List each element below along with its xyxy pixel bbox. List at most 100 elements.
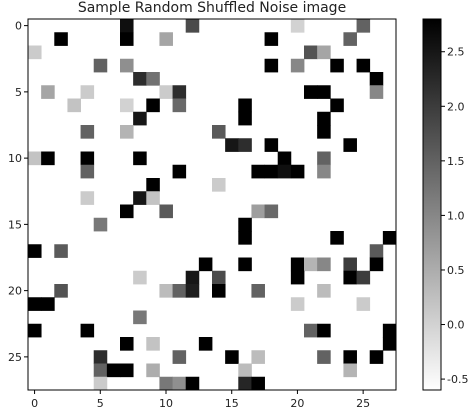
- heatmap-cell: [343, 138, 357, 152]
- colorbar: [422, 18, 442, 391]
- heatmap-cell: [238, 363, 252, 378]
- heatmap-cell: [369, 244, 384, 258]
- heatmap-cell: [290, 270, 305, 285]
- heatmap-cell: [120, 337, 134, 351]
- heatmap-cell: [238, 231, 252, 245]
- y-tick-label: 15: [8, 218, 22, 231]
- heatmap-cell: [67, 98, 81, 113]
- y-tick-label: 0: [15, 20, 22, 33]
- colorbar-tick-label: 0.5: [447, 264, 465, 277]
- heatmap-cell: [198, 257, 213, 272]
- heatmap-cell: [54, 284, 68, 298]
- heatmap-cell: [251, 376, 265, 391]
- heatmap-cell: [343, 350, 357, 364]
- heatmap-cell: [251, 204, 265, 219]
- heatmap-cell: [330, 58, 344, 73]
- heatmap-cell: [264, 138, 279, 152]
- heatmap-cell: [343, 32, 357, 46]
- heatmap-cell: [93, 376, 108, 391]
- heatmap-cell: [120, 363, 134, 378]
- heatmap-cell: [146, 363, 160, 378]
- heatmap-cell: [238, 217, 252, 232]
- heatmap-cell: [317, 284, 331, 298]
- heatmap-cell: [172, 284, 187, 298]
- heatmap-cell: [264, 32, 279, 46]
- heatmap-cell: [238, 138, 252, 152]
- colorbar-tick-label: 1.0: [447, 209, 465, 222]
- heatmap-cell: [185, 376, 200, 391]
- heatmap-cell: [133, 310, 147, 325]
- heatmap-cell: [120, 125, 134, 139]
- heatmap-cell: [28, 151, 42, 166]
- heatmap-cell: [120, 32, 134, 46]
- heatmap-cell: [146, 98, 160, 113]
- heatmap-cell: [356, 270, 371, 285]
- heatmap-cell: [159, 32, 173, 46]
- heatmap-cell: [212, 284, 226, 298]
- heatmap-cell: [185, 19, 200, 33]
- y-tick-label: 20: [8, 285, 22, 298]
- heatmap-cell: [317, 164, 331, 179]
- heatmap-cell: [28, 45, 42, 60]
- heatmap-cell: [185, 270, 200, 285]
- heatmap-cell: [382, 323, 397, 338]
- heatmap-cell: [133, 191, 147, 205]
- heatmap-cell: [133, 111, 147, 126]
- heatmap-cell: [382, 231, 397, 245]
- heatmap-cell: [120, 19, 134, 33]
- heatmap-cell: [41, 151, 55, 166]
- heatmap-cell: [356, 58, 371, 73]
- heatmap-cell: [93, 363, 108, 378]
- heatmap-cell: [317, 257, 331, 272]
- heatmap-cell: [28, 323, 42, 338]
- heatmap-cell: [146, 72, 160, 86]
- heatmap-cell: [304, 323, 318, 338]
- y-axis: 0 5 10 15 20 25: [8, 20, 28, 364]
- heatmap-cell: [225, 138, 239, 152]
- heatmap-cell: [80, 125, 95, 139]
- heatmap-cell: [133, 151, 147, 166]
- colorbar-tick-label: 1.5: [447, 155, 465, 168]
- heatmap-cell: [172, 98, 187, 113]
- heatmap-cell: [93, 58, 108, 73]
- y-tick-label: 10: [8, 152, 22, 165]
- heatmap-cell: [304, 45, 318, 60]
- heatmap-cell: [317, 350, 331, 364]
- heatmap-cell: [159, 85, 173, 99]
- heatmap-cell: [41, 297, 55, 311]
- heatmap-cell: [238, 111, 252, 126]
- heatmap-cell: [277, 151, 292, 166]
- heatmap-cell: [120, 98, 134, 113]
- heatmap-cell: [290, 164, 305, 179]
- heatmap-cell: [317, 125, 331, 139]
- heatmap-cell: [330, 98, 344, 113]
- heatmap-cell: [212, 125, 226, 139]
- heatmap-cell: [356, 297, 371, 311]
- heatmap-cell: [146, 337, 160, 351]
- heatmap-cell: [238, 376, 252, 391]
- heatmap-cell: [106, 363, 121, 378]
- heatmap-cell: [146, 191, 160, 205]
- heatmap-cell: [28, 244, 42, 258]
- x-tick-label: 10: [159, 397, 173, 410]
- heatmap-cell: [133, 270, 147, 285]
- heatmap-cell: [238, 257, 252, 272]
- heatmap-cell: [93, 350, 108, 364]
- x-tick-label: 25: [356, 397, 370, 410]
- heatmap-cell: [172, 85, 187, 99]
- heatmap-cell: [317, 111, 331, 126]
- heatmap-cell: [225, 350, 239, 364]
- heatmap-cell: [41, 85, 55, 99]
- heatmap-cell: [28, 297, 42, 311]
- heatmap-cell: [382, 337, 397, 351]
- heatmap-cell: [343, 257, 357, 272]
- heatmap-cell: [317, 45, 331, 60]
- heatmap-cell: [80, 323, 95, 338]
- heatmap-cell: [369, 257, 384, 272]
- heatmap-cell: [54, 32, 68, 46]
- heatmap-cell: [80, 191, 95, 205]
- heatmap-cell: [369, 85, 384, 99]
- heatmap-cell: [159, 376, 173, 391]
- heatmap-cell: [80, 151, 95, 166]
